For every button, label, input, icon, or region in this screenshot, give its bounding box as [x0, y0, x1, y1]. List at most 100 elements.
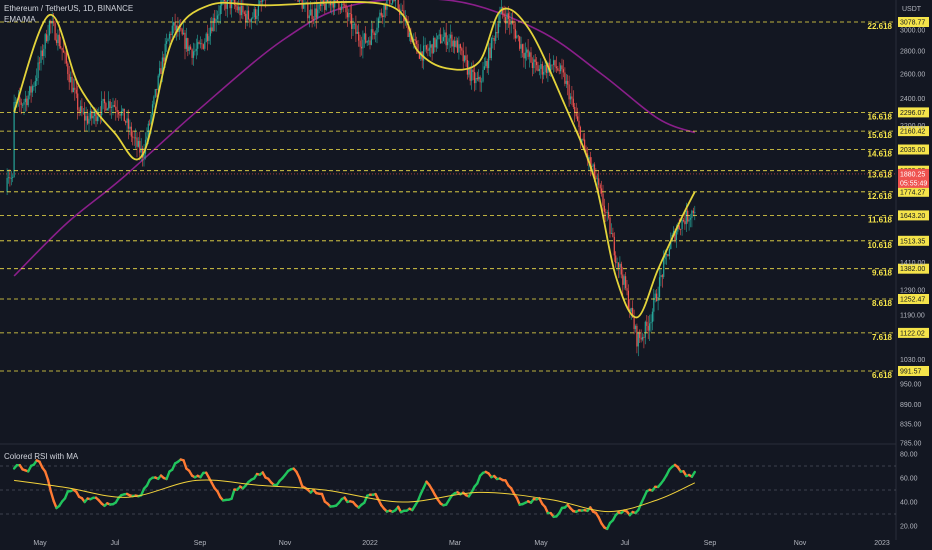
price-tick: 2600.00 [900, 72, 925, 79]
candle-body [560, 65, 562, 72]
candle-body [557, 68, 559, 71]
time-axis[interactable]: May Jul Sep Nov 2022 Mar May Jul Sep Nov 2023 [33, 540, 890, 547]
candle-body [582, 138, 584, 140]
rsi-title: Colored RSI with MA [4, 452, 79, 461]
candle-body [30, 86, 32, 93]
candle-body [243, 12, 245, 14]
candle-body [432, 37, 435, 54]
rsi-segment [63, 490, 70, 500]
price-tick: 2400.00 [900, 96, 925, 103]
candle-body [85, 116, 87, 121]
candle-body [171, 25, 173, 35]
candle-body [380, 12, 382, 16]
candle-body [521, 44, 524, 54]
rsi-tick: 20.00 [900, 524, 918, 531]
candle-body [677, 225, 679, 232]
candle-body [129, 126, 131, 129]
candle-body [578, 120, 580, 127]
fib-price-text: 1382.00 [900, 266, 925, 273]
rsi-segment [476, 474, 482, 485]
candle-body [339, 9, 341, 10]
candle-body [471, 69, 473, 81]
candle-body [356, 31, 358, 34]
candle-body [599, 184, 601, 189]
candle-body [567, 80, 569, 85]
candle-body [454, 40, 456, 47]
price-tick: 950.00 [900, 382, 922, 389]
candle-body [595, 175, 597, 179]
candle-body [71, 76, 73, 93]
candle-body [654, 293, 656, 298]
candle-body [440, 34, 442, 43]
candle-body [53, 21, 55, 24]
candle-body [78, 109, 80, 112]
candle-body [553, 60, 555, 65]
candle-body [480, 81, 483, 83]
candle-body [122, 108, 124, 112]
candle-body [675, 231, 677, 241]
candle-body [493, 38, 495, 41]
candle-body [593, 164, 596, 176]
candle-body [612, 233, 614, 237]
fib-price-text: 1513.35 [900, 238, 925, 245]
candle-body [175, 25, 178, 31]
fib-price-text: 991.57 [900, 369, 922, 376]
candle-body [469, 67, 471, 81]
candle-body [442, 37, 444, 42]
candle-body [154, 89, 156, 97]
candle-body [523, 53, 525, 59]
candle-body [255, 9, 257, 19]
candle-body [514, 29, 516, 39]
candle-body [646, 321, 648, 326]
candle-body [167, 38, 169, 41]
candle-body [184, 32, 186, 49]
candle-body [416, 40, 418, 44]
candle-body [476, 78, 478, 80]
candle-body [37, 62, 39, 78]
candle-body [40, 50, 42, 63]
candle-body [499, 13, 501, 24]
candle-body [613, 236, 615, 256]
fib-level-label: 11.618 [868, 215, 893, 224]
candle-body [674, 231, 676, 241]
candle-body [444, 32, 446, 38]
candle-body [34, 81, 36, 87]
candle-body [77, 93, 79, 110]
candle-body [598, 178, 600, 185]
current-price-badge[interactable] [898, 168, 929, 188]
fib-level-label: 10.618 [868, 241, 893, 250]
price-axis[interactable]: 3000.00 2800.00 2600.00 2400.00 2200.00 1410.… [0, 28, 929, 448]
candle-body [222, 0, 224, 2]
rsi-segment [690, 470, 696, 478]
candle-body [375, 33, 377, 35]
candle-body [434, 37, 436, 48]
candle-body [620, 263, 622, 275]
rsi-segment [230, 488, 236, 500]
candle-body [225, 1, 227, 9]
candle-body [111, 106, 113, 108]
time-tick: Nov [794, 540, 807, 547]
candle-body [504, 17, 507, 24]
candle-body [178, 28, 180, 32]
candle-body [692, 210, 694, 213]
candle-body [383, 3, 385, 18]
candle-body [91, 111, 93, 119]
candle-body [161, 57, 163, 74]
candle-body [327, 0, 329, 3]
candle-body [609, 217, 611, 234]
candle-body [575, 112, 577, 117]
candle-body [588, 157, 590, 161]
candle-body [315, 8, 317, 18]
candle-body [190, 46, 192, 50]
fib-price-badge [898, 327, 929, 338]
candle-body [527, 49, 529, 57]
price-tick: 1030.00 [900, 357, 925, 364]
candle-body [543, 71, 545, 75]
price-unit: USDT [902, 6, 922, 13]
candle-body [656, 293, 658, 301]
candle-body [31, 86, 34, 93]
candle-body [314, 8, 316, 20]
candle-body [410, 33, 412, 42]
candle-body [325, 0, 327, 10]
